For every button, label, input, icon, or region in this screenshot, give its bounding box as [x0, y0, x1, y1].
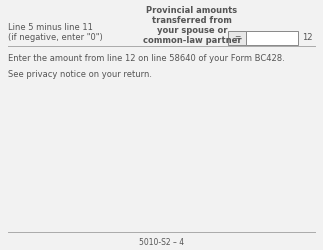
Text: Line 5 minus line 11: Line 5 minus line 11	[8, 23, 93, 32]
Text: 12: 12	[302, 34, 312, 42]
Text: Enter the amount from line 12 on line 58640 of your Form BC428.: Enter the amount from line 12 on line 58…	[8, 54, 285, 63]
Bar	[246, 31, 298, 45]
Text: (if negative, enter "0"): (if negative, enter "0")	[8, 33, 103, 42]
Text: transferred from: transferred from	[152, 16, 232, 25]
Text: common-law partner: common-law partner	[143, 36, 241, 45]
Text: Provincial amounts: Provincial amounts	[146, 6, 237, 15]
Text: See privacy notice on your return.: See privacy notice on your return.	[8, 70, 152, 79]
Text: your spouse or: your spouse or	[157, 26, 227, 35]
Bar	[228, 31, 246, 45]
Text: 5010-S2 – 4: 5010-S2 – 4	[139, 238, 184, 247]
Text: =: =	[234, 34, 240, 42]
